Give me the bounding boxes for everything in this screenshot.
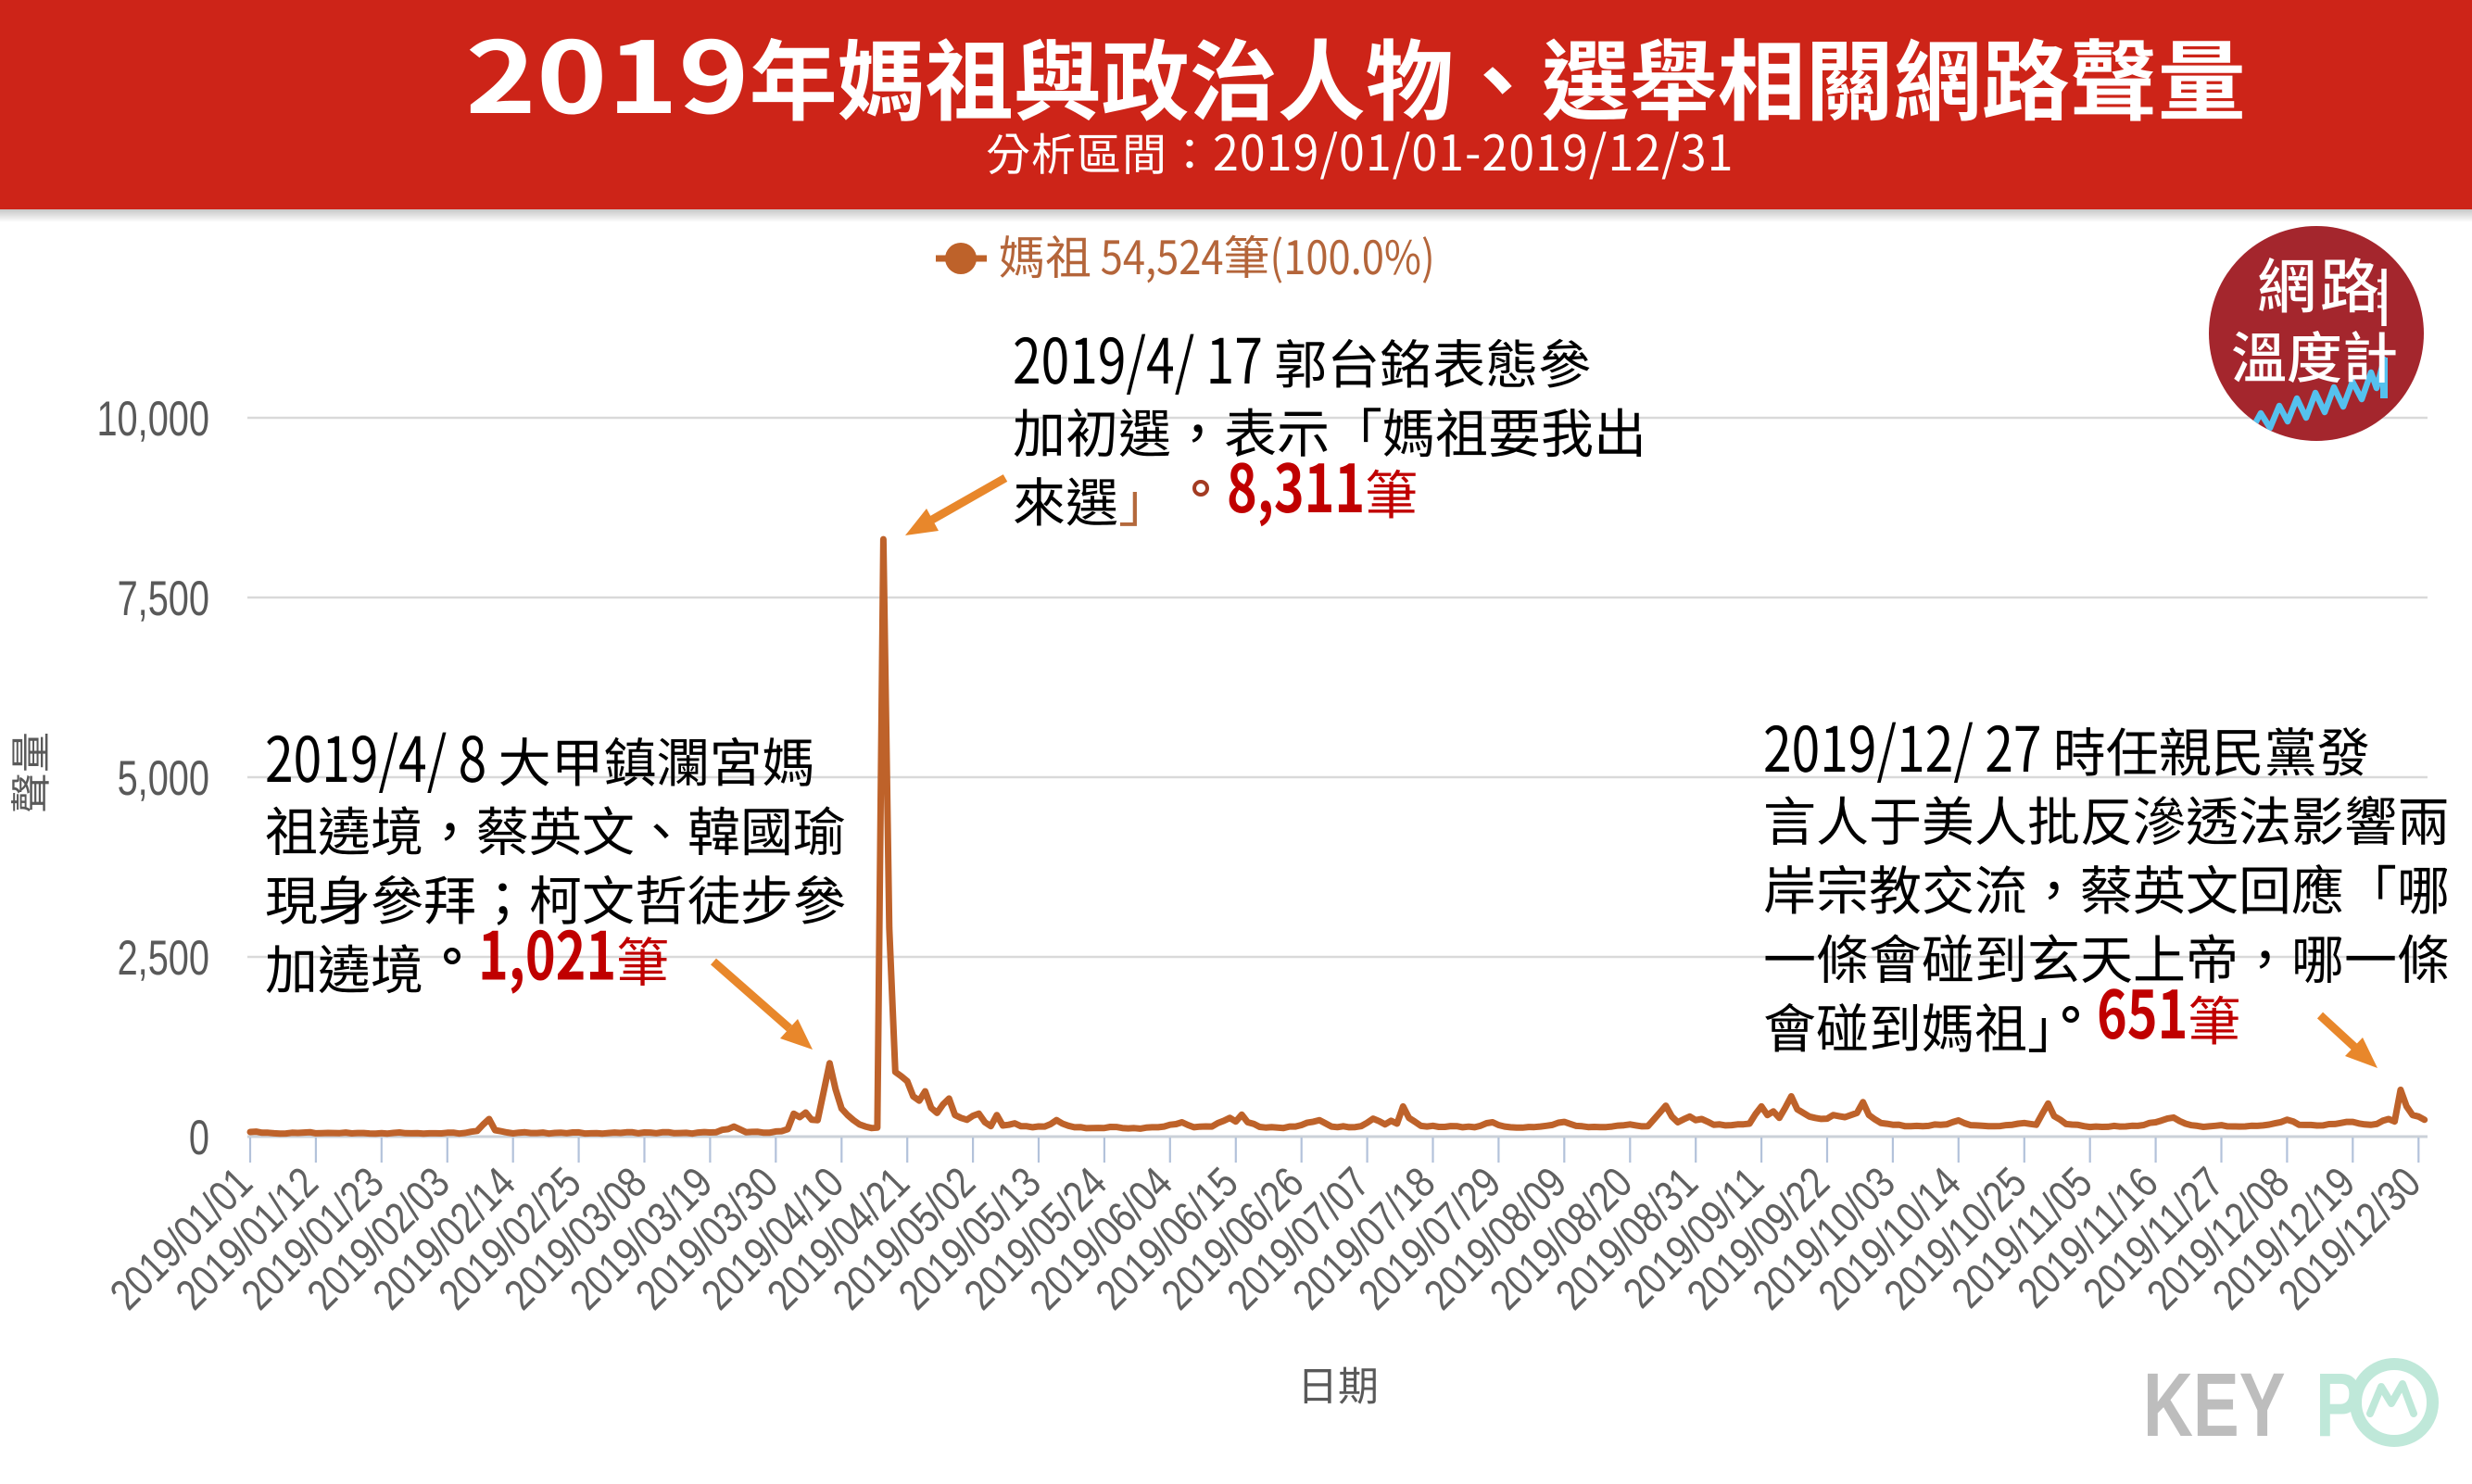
svg-text:2,500: 2,500 [118,930,209,985]
svg-text:0: 0 [189,1110,209,1164]
svg-text:10,000: 10,000 [96,391,209,446]
svg-text:7,500: 7,500 [118,571,209,625]
svg-text:5,000: 5,000 [118,750,209,805]
svg-text:KEY: KEY [2143,1356,2286,1456]
